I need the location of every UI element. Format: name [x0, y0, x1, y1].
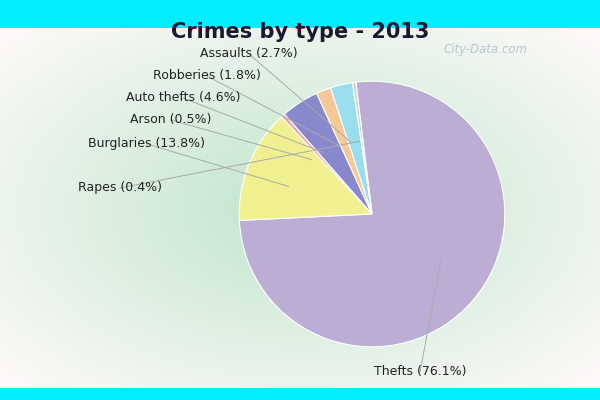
Text: Robberies (1.8%): Robberies (1.8%) [153, 70, 261, 82]
Wedge shape [281, 114, 372, 214]
Text: City-Data.com: City-Data.com [444, 44, 528, 56]
Text: Rapes (0.4%): Rapes (0.4%) [78, 182, 162, 194]
Text: Thefts (76.1%): Thefts (76.1%) [374, 366, 466, 378]
Wedge shape [331, 83, 372, 214]
Wedge shape [239, 117, 372, 220]
Text: Burglaries (13.8%): Burglaries (13.8%) [89, 138, 205, 150]
Wedge shape [317, 88, 372, 214]
Text: Arson (0.5%): Arson (0.5%) [130, 114, 212, 126]
Text: Auto thefts (4.6%): Auto thefts (4.6%) [126, 92, 240, 104]
Text: Assaults (2.7%): Assaults (2.7%) [200, 48, 298, 60]
Wedge shape [284, 93, 372, 214]
Wedge shape [353, 82, 372, 214]
Text: Crimes by type - 2013: Crimes by type - 2013 [171, 22, 429, 42]
Wedge shape [239, 81, 505, 347]
